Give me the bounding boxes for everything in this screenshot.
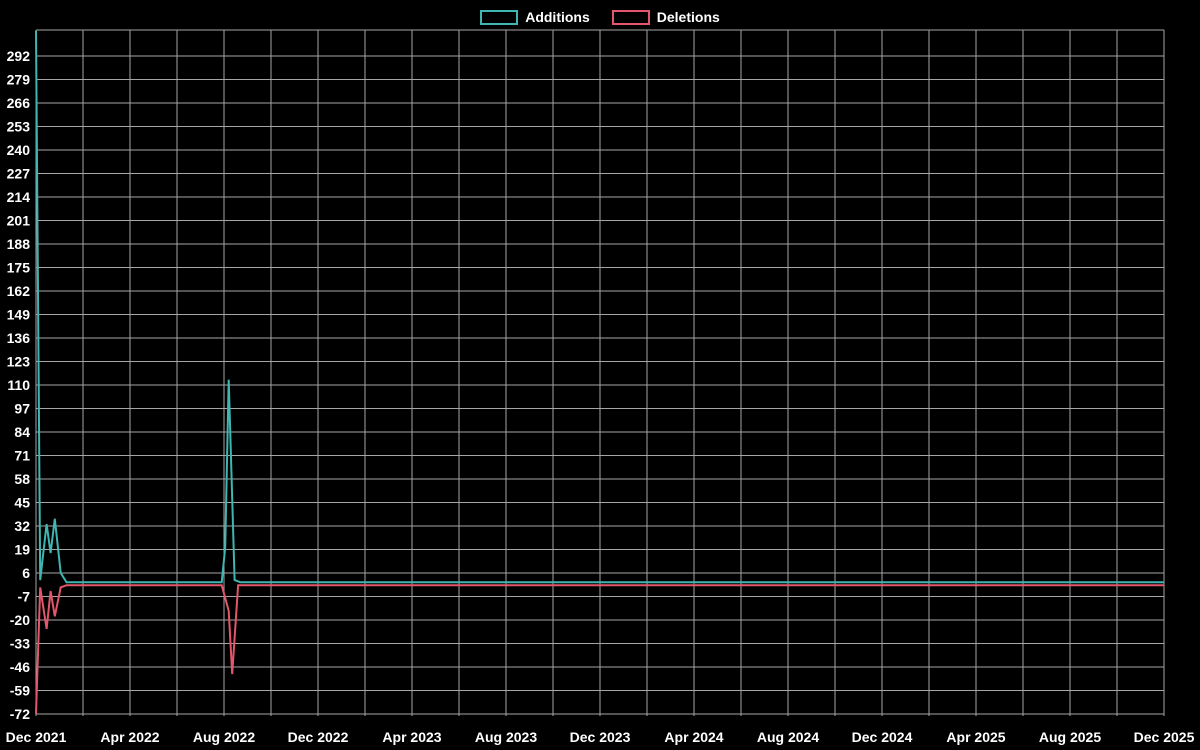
y-tick-label: 227 (7, 166, 31, 182)
deletions-line (35, 584, 1164, 714)
additions-swatch-icon (480, 9, 519, 25)
x-tick-label: Aug 2022 (193, 729, 255, 745)
deletions-legend-label: Deletions (656, 9, 720, 25)
y-tick-label: 84 (14, 424, 30, 440)
x-tick-label: Aug 2024 (757, 729, 819, 745)
y-tick-label: 214 (7, 189, 31, 205)
y-tick-label: 266 (7, 95, 31, 111)
y-tick-label: 97 (14, 401, 30, 417)
y-tick-label: 32 (14, 518, 30, 534)
y-tick-label: 6 (22, 565, 30, 581)
y-axis-labels: 292 279 266 253 240 227 214 201 188 175 162 149 136 1… (7, 48, 31, 722)
y-tick-label: 71 (14, 448, 30, 464)
y-tick-label: 45 (14, 494, 30, 510)
x-tick-label: Dec 2021 (6, 729, 67, 745)
x-tick-label: Apr 2025 (946, 729, 1005, 745)
y-tick-label: 201 (7, 213, 31, 229)
y-tick-label: -59 (10, 682, 30, 698)
legend-item-deletions[interactable]: Deletions (611, 9, 720, 25)
y-tick-label: 162 (7, 283, 31, 299)
deletions-swatch-icon (611, 9, 650, 25)
x-tick-label: Apr 2023 (382, 729, 441, 745)
y-tick-label: 292 (7, 48, 31, 64)
y-tick-label: 19 (14, 541, 30, 557)
x-tick-label: Apr 2022 (100, 729, 159, 745)
y-tick-label: 58 (14, 471, 30, 487)
y-tick-label: 149 (7, 307, 31, 323)
y-tick-label: 279 (7, 72, 31, 88)
y-tick-label: 188 (7, 236, 31, 252)
y-tick-label: -7 (18, 588, 31, 604)
x-tick-label: Dec 2023 (570, 729, 631, 745)
y-tick-label: 136 (7, 330, 31, 346)
y-tick-label: 240 (7, 142, 31, 158)
chart-legend: Additions Deletions (0, 9, 1200, 25)
y-tick-label: -72 (10, 706, 30, 722)
x-tick-label: Dec 2022 (288, 729, 349, 745)
y-tick-label: 175 (7, 260, 31, 276)
x-tick-label: Aug 2025 (1039, 729, 1101, 745)
legend-item-additions[interactable]: Additions (480, 9, 590, 25)
y-tick-label: -20 (10, 612, 30, 628)
y-tick-label: -33 (10, 635, 30, 651)
y-tick-label: -46 (10, 659, 30, 675)
additions-legend-label: Additions (525, 9, 590, 25)
additions-line (35, 30, 1164, 584)
plot-grid (35, 29, 1165, 716)
y-tick-label: 253 (7, 119, 31, 135)
y-tick-label: 123 (7, 354, 31, 370)
x-tick-label: Apr 2024 (664, 729, 723, 745)
x-tick-label: Dec 2025 (1134, 729, 1195, 745)
x-tick-label: Aug 2023 (475, 729, 537, 745)
x-tick-label: Dec 2024 (852, 729, 913, 745)
y-tick-label: 110 (7, 377, 30, 393)
x-axis-labels: Dec 2021 Apr 2022 Aug 2022 Dec 2022 Apr 2023… (6, 729, 1195, 745)
